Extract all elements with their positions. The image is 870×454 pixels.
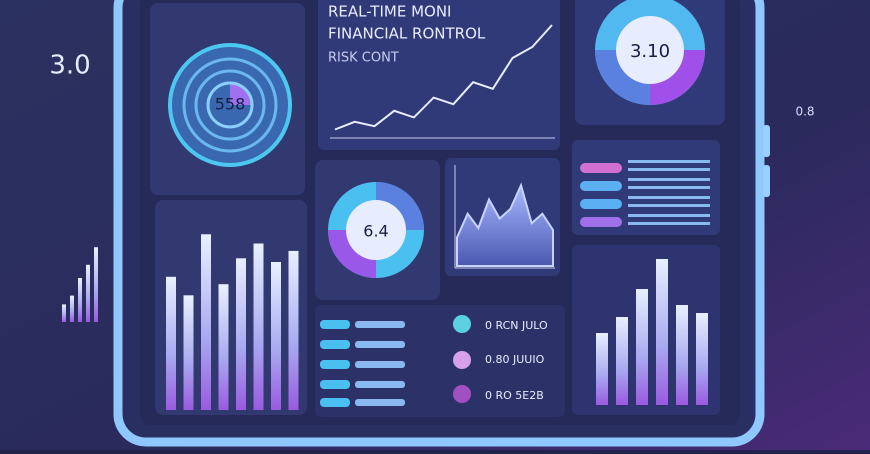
bar [596, 333, 608, 405]
gauge-value: 558 [215, 95, 246, 114]
donut-top [595, 0, 705, 105]
area-series [456, 182, 554, 267]
gauge [168, 43, 292, 167]
bar [86, 264, 90, 322]
bar [616, 317, 628, 405]
side-button [763, 165, 770, 197]
line-series [334, 24, 553, 131]
bar [183, 295, 194, 410]
list-rows [320, 315, 471, 407]
bar [218, 284, 229, 410]
panel [155, 200, 307, 415]
title-line: REAL-TIME MONI [328, 3, 451, 21]
side-button [763, 125, 770, 157]
bar [166, 276, 176, 410]
donut-mid [328, 182, 424, 278]
bar [201, 234, 211, 410]
list-row: 0 RO 5E2B [485, 389, 544, 402]
bar [70, 295, 74, 322]
bar [636, 289, 648, 405]
bar [656, 259, 668, 405]
bar [253, 243, 264, 410]
panel [315, 305, 565, 417]
bar [236, 258, 246, 410]
bar [271, 262, 281, 410]
list-row: 0 RCN JULO [485, 319, 548, 332]
bar [94, 247, 98, 322]
title-line: FINANCIAL RONTROL [328, 25, 486, 43]
donut-value: 6.4 [363, 222, 388, 241]
side-value: 3.0 [49, 51, 90, 81]
bar [696, 313, 708, 405]
side-value: 0.8 [795, 105, 814, 119]
bar [676, 305, 688, 405]
list-row: 0.80 JUUIO [485, 353, 545, 366]
list-legend [580, 160, 710, 227]
panel [318, 0, 560, 150]
bar [62, 304, 66, 322]
bar [78, 278, 82, 322]
title-line: RISK CONT [328, 51, 399, 66]
bar [288, 250, 299, 410]
donut-value: 3.10 [630, 41, 670, 62]
